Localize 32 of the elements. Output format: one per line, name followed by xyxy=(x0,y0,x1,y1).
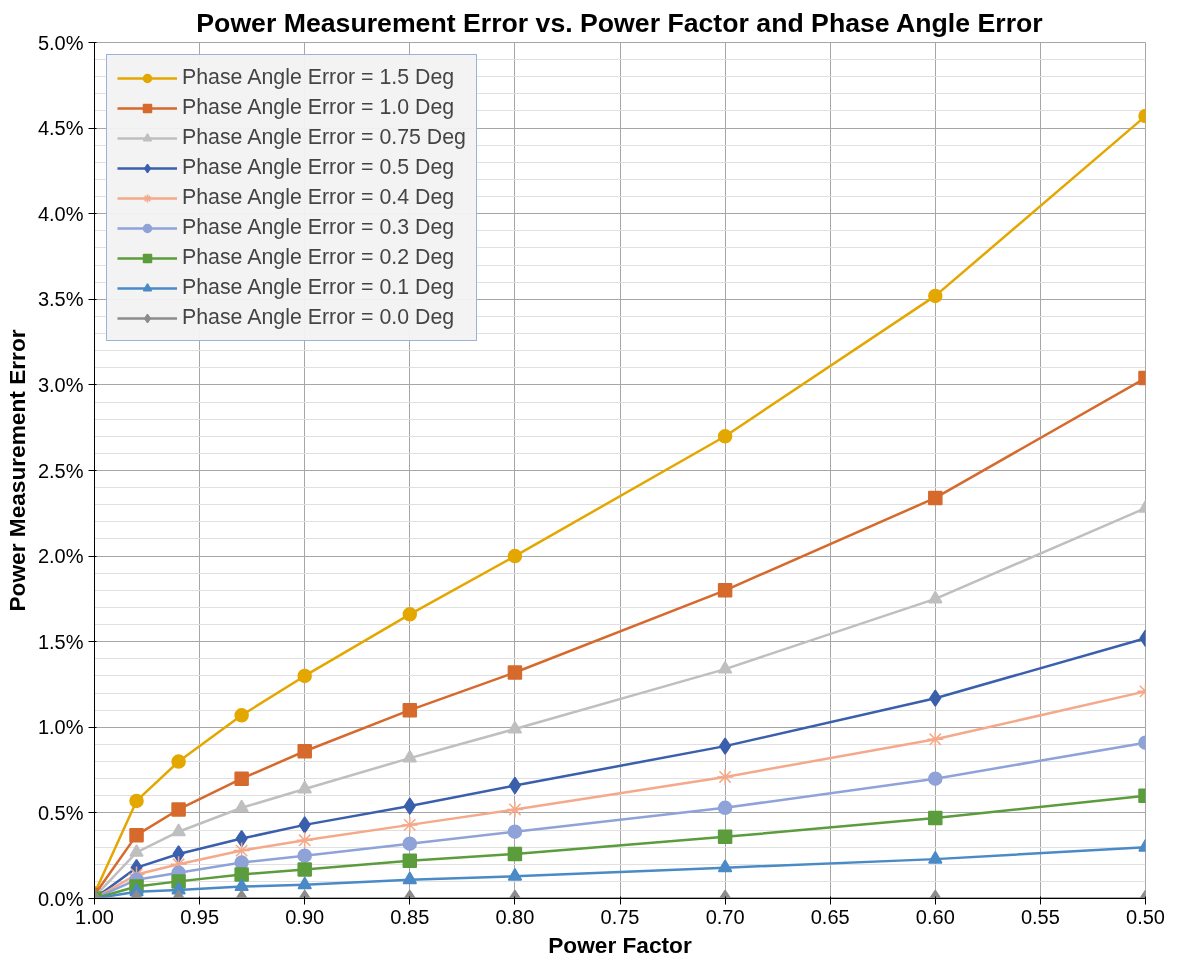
x-tick-label: 0.90 xyxy=(285,905,325,928)
x-tick-label: 0.95 xyxy=(180,905,220,928)
y-tick-label: 4.0% xyxy=(37,202,84,225)
y-tick-label: 3.5% xyxy=(37,288,84,311)
x-tick-label: 0.85 xyxy=(390,905,430,928)
x-tick-label: 0.55 xyxy=(1020,905,1060,928)
y-tick-label: 2.5% xyxy=(37,459,84,482)
legend-label: Phase Angle Error = 0.0 Deg xyxy=(182,305,455,330)
legend-label: Phase Angle Error = 0.1 Deg xyxy=(182,275,455,300)
x-tick-label: 0.70 xyxy=(705,905,745,928)
legend-label: Phase Angle Error = 0.3 Deg xyxy=(182,215,455,240)
legend-label: Phase Angle Error = 0.75 Deg xyxy=(182,125,466,150)
legend-label: Phase Angle Error = 0.5 Deg xyxy=(182,155,455,180)
x-axis-title: Power Factor xyxy=(548,931,692,958)
y-tick-label: 4.5% xyxy=(37,117,84,140)
legend-label: Phase Angle Error = 1.5 Deg xyxy=(182,65,455,90)
x-tick-label: 0.75 xyxy=(600,905,640,928)
x-tick-label: 0.60 xyxy=(915,905,955,928)
y-tick-label: 1.0% xyxy=(37,716,84,739)
x-tick-label: 0.80 xyxy=(495,905,535,928)
legend-label: Phase Angle Error = 0.4 Deg xyxy=(182,185,455,210)
chart-title: Power Measurement Error vs. Power Factor and Phase Angle Error xyxy=(196,7,1043,38)
y-tick-label: 1.5% xyxy=(37,630,84,653)
y-tick-label: 3.0% xyxy=(37,373,84,396)
x-tick-label: 0.50 xyxy=(1126,905,1165,928)
y-axis-title: Power Measurement Error xyxy=(3,329,30,612)
y-tick-label: 2.0% xyxy=(37,545,84,568)
y-tick-label: 5.0% xyxy=(37,31,84,54)
x-tick-label: 0.65 xyxy=(810,905,850,928)
legend-label: Phase Angle Error = 0.2 Deg xyxy=(182,245,455,270)
legend-label: Phase Angle Error = 1.0 Deg xyxy=(182,95,455,120)
y-tick-label: 0.5% xyxy=(37,801,84,824)
